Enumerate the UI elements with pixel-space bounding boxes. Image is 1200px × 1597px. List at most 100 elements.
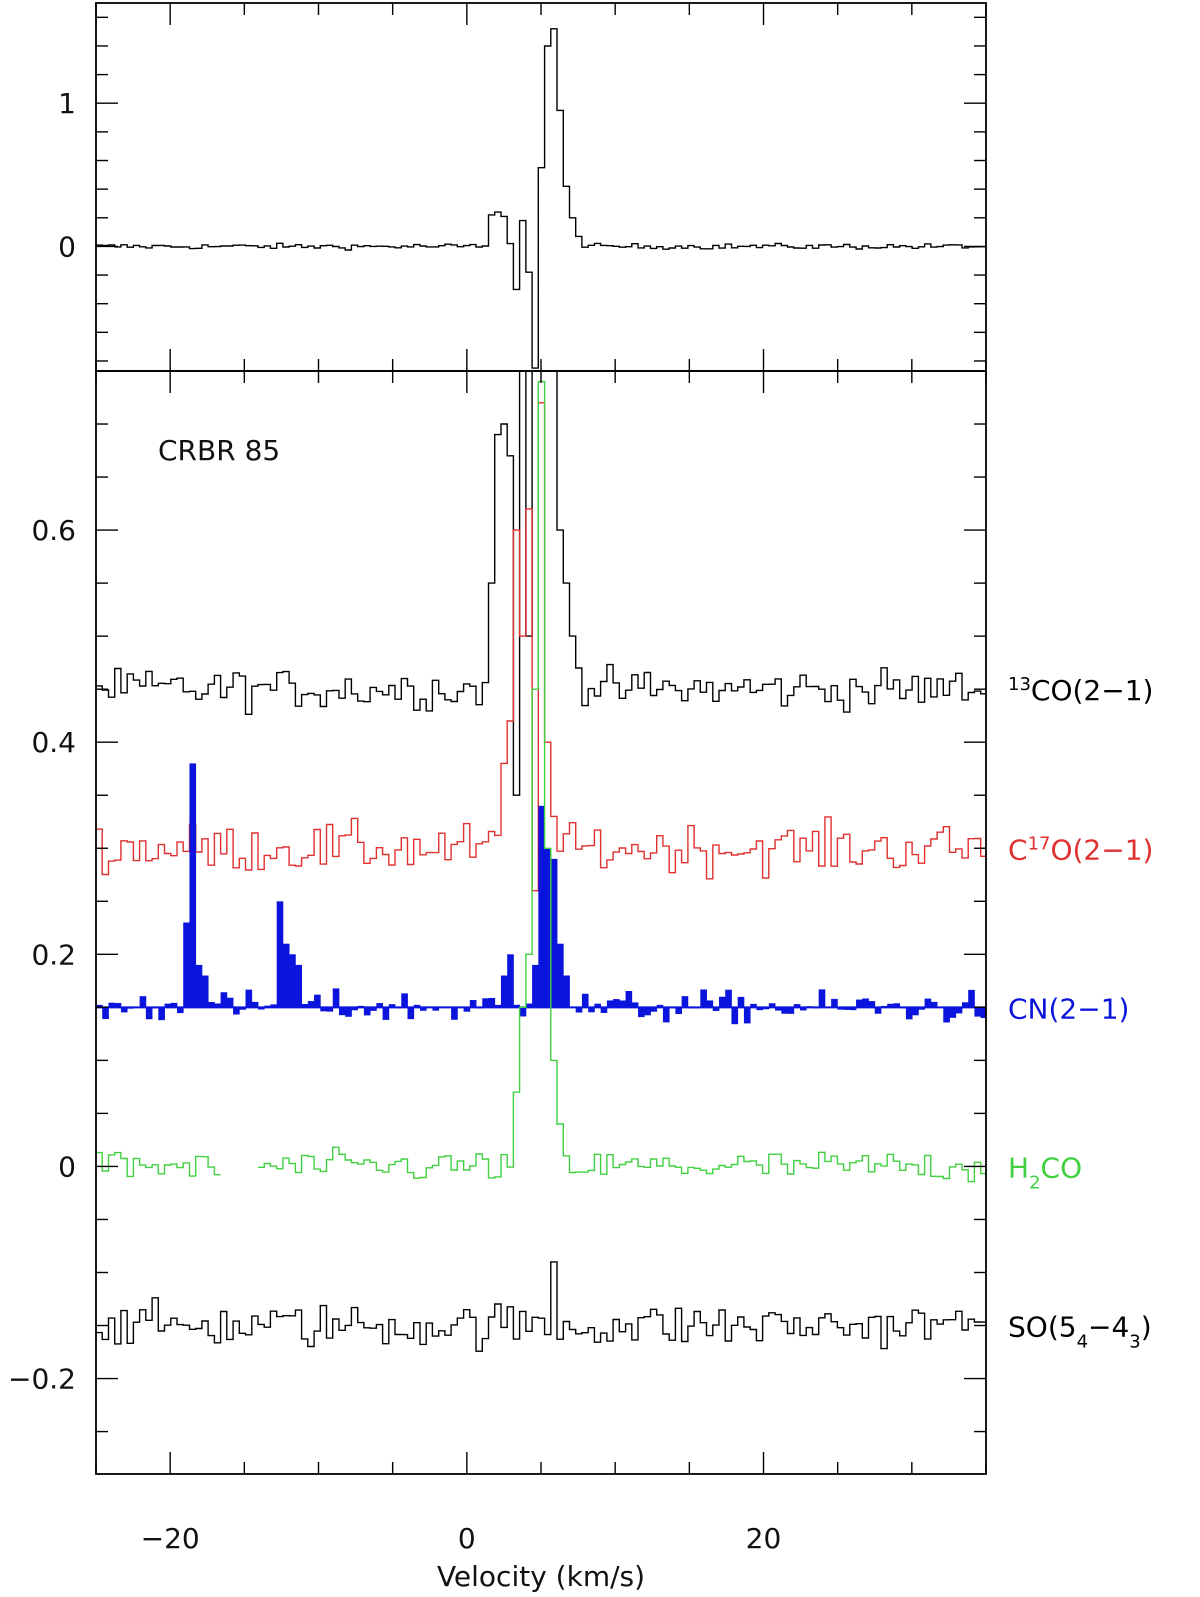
cn-bar	[750, 1003, 757, 1008]
y-tick-label: 0.2	[31, 938, 76, 971]
cn-bar	[968, 989, 975, 1008]
cn-bar	[170, 1002, 178, 1008]
series-label: C17O(2−1)	[1008, 833, 1153, 867]
cn-bar	[251, 1001, 259, 1008]
series-labels: 13CO(2−1) C17O(2−1) CN(2−1) H2CO SO(54−43)	[1008, 674, 1153, 1352]
cn-bar	[214, 1003, 221, 1008]
cn-bar	[793, 1004, 801, 1008]
cn-bar	[307, 1001, 315, 1008]
cn-bar	[208, 1001, 215, 1008]
cn-bar	[874, 1007, 882, 1014]
cn-bar	[139, 996, 147, 1008]
cn-bar	[756, 1007, 764, 1011]
cn-bar	[905, 1007, 913, 1020]
y-tick-label: 0.4	[31, 726, 76, 759]
cn-bar	[108, 1002, 116, 1008]
cn-bar	[943, 1007, 950, 1023]
cn-bar	[363, 1007, 371, 1016]
cn-bar	[482, 998, 489, 1008]
cn-bar	[164, 1003, 172, 1008]
cn-bar	[743, 1007, 751, 1024]
y-tick-label: 0.6	[31, 514, 76, 547]
spectrum-line	[96, 1261, 986, 1352]
cn-bar	[145, 1007, 153, 1020]
cn-bar	[469, 1000, 477, 1008]
bottom-panel-ticks: −0.2 0 0.2 0.4 0.6 −20 0 20	[8, 370, 987, 1555]
cn-bar	[451, 1007, 458, 1020]
cn-bar	[276, 901, 284, 1008]
cn-bar	[613, 999, 620, 1008]
cn-bar	[419, 1007, 427, 1011]
top-panel: 01	[58, 2, 987, 372]
cn-bar	[289, 954, 296, 1008]
top-panel-ticks: 01	[58, 3, 987, 371]
cn-bar	[638, 1007, 645, 1018]
cn-bar	[382, 1007, 390, 1020]
cn-bar	[233, 1007, 240, 1015]
y-tick-label: 0	[58, 230, 76, 263]
x-axis-label: Velocity (km/s)	[437, 1560, 645, 1593]
cn-bar	[862, 998, 869, 1008]
cn-bar	[600, 1007, 608, 1013]
cn-bar	[918, 1007, 925, 1010]
cn-bar	[507, 954, 514, 1008]
cn-bar	[818, 989, 826, 1008]
cn-bar	[955, 1007, 963, 1014]
cn-bar	[320, 1007, 327, 1012]
series-label: CN(2−1)	[1008, 992, 1129, 1025]
cn-bar	[158, 1007, 165, 1021]
cn-bar	[314, 994, 321, 1008]
cn-bar	[295, 964, 302, 1008]
series-label: SO(54−43)	[1008, 1311, 1152, 1353]
cn-bar	[345, 1007, 352, 1017]
cn-bar	[239, 1007, 246, 1010]
series-h2co	[96, 380, 986, 1183]
cn-bar	[656, 1004, 664, 1008]
series-13co-2-1-	[96, 371, 986, 796]
cn-bar	[949, 1007, 957, 1018]
cn-bar	[631, 1002, 639, 1008]
spectrum-line	[96, 380, 986, 1183]
cn-bar	[924, 998, 932, 1008]
cn-bar	[563, 975, 570, 1008]
series-cn-2-1-	[96, 763, 986, 1025]
cn-bar	[719, 996, 726, 1008]
series-spectrum	[96, 28, 986, 369]
spectrum-line	[96, 371, 986, 796]
cn-bar	[245, 989, 253, 1008]
cn-bar	[961, 1002, 969, 1008]
cn-bar	[731, 1007, 739, 1025]
cn-bar	[974, 1007, 982, 1017]
cn-bar	[849, 1007, 857, 1011]
cn-bar	[930, 1001, 938, 1008]
cn-bar	[893, 1003, 901, 1008]
cn-bar	[494, 1004, 502, 1008]
cn-bar	[201, 975, 209, 1008]
cn-bar	[432, 1007, 440, 1011]
cn-bar	[102, 1007, 109, 1019]
bottom-panel: −0.2 0 0.2 0.4 0.6 −20 0 20 CRBR 85 13CO(2−1) C1…	[8, 370, 1153, 1593]
cn-bar	[189, 763, 197, 1008]
cn-bar	[856, 999, 863, 1008]
cn-bar	[282, 943, 290, 1008]
cn-bar	[413, 1004, 421, 1008]
x-tick-label: 20	[746, 1522, 782, 1555]
cn-bar	[712, 1007, 720, 1011]
cn-bar	[606, 1000, 614, 1008]
cn-bar	[887, 1003, 894, 1008]
cn-bar	[799, 1007, 807, 1011]
y-tick-label: −0.2	[8, 1363, 76, 1396]
cn-bar	[700, 989, 707, 1008]
spectrum-line	[96, 28, 986, 369]
cn-bar	[401, 993, 408, 1008]
cn-bar	[407, 1007, 415, 1020]
cn-bar	[787, 1007, 795, 1014]
cn-bar	[538, 805, 545, 1008]
cn-bar	[575, 1007, 583, 1013]
cn-bar	[270, 1004, 278, 1008]
cn-bar	[581, 993, 589, 1008]
cn-bar	[837, 1007, 844, 1010]
cn-bar	[351, 1007, 359, 1011]
cn-bar	[370, 1007, 377, 1011]
